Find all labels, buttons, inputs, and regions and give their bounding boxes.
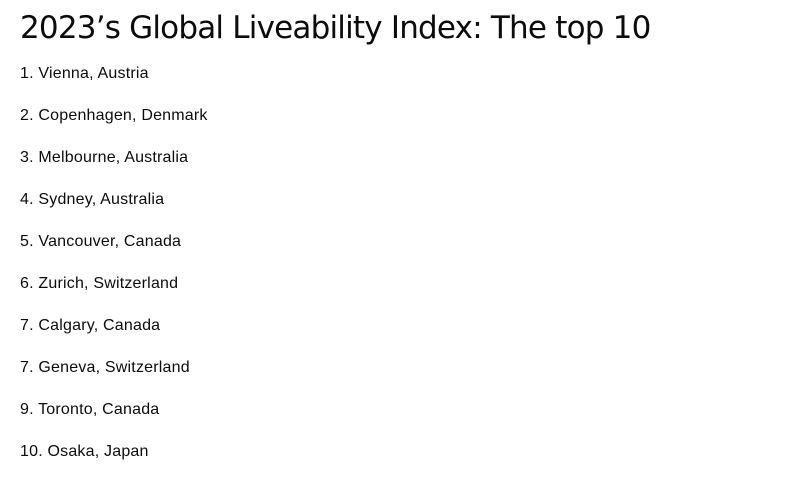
list-item: 6. Zurich, Switzerland [20, 275, 179, 292]
list-item: 7. Geneva, Switzerland [20, 359, 190, 376]
list-item: 3. Melbourne, Australia [20, 149, 189, 166]
list-item: 2. Copenhagen, Denmark [20, 107, 208, 124]
list-item: 4. Sydney, Australia [20, 191, 165, 208]
list-item: 10. Osaka, Japan [20, 443, 149, 460]
list-item: 7. Calgary, Canada [20, 317, 161, 334]
page-title: 2023’s Global Liveability Index: The top… [20, 10, 651, 46]
list-item: 9. Toronto, Canada [20, 401, 160, 418]
list-item: 5. Vancouver, Canada [20, 233, 182, 250]
list-item: 1. Vienna, Austria [20, 65, 149, 82]
ranking-list: 1. Vienna, Austria 2. Copenhagen, Denmar… [20, 62, 208, 482]
